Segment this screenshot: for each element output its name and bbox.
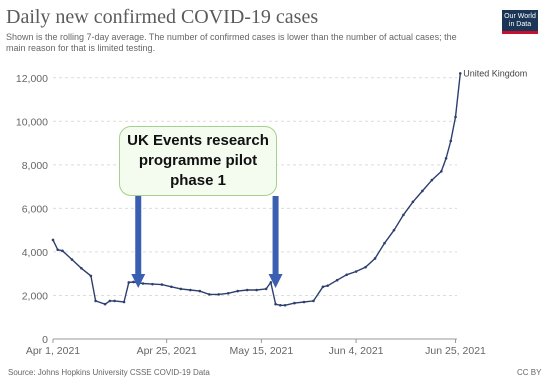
data-point xyxy=(151,282,154,286)
data-point xyxy=(61,249,64,253)
data-point xyxy=(326,284,329,287)
data-point xyxy=(80,266,83,270)
data-point xyxy=(279,303,282,307)
data-point xyxy=(141,282,145,285)
data-point xyxy=(108,299,112,303)
series-label: United Kingdom xyxy=(463,68,527,78)
data-point xyxy=(127,281,131,284)
x-tick-label: Apr 25, 2021 xyxy=(137,345,197,357)
data-point xyxy=(103,302,107,306)
x-tick-label: Apr 1, 2021 xyxy=(26,345,80,357)
data-point xyxy=(113,299,116,303)
data-point xyxy=(160,283,164,286)
data-point xyxy=(236,289,239,293)
data-point xyxy=(274,302,277,306)
data-point xyxy=(411,200,415,204)
data-point xyxy=(364,265,367,269)
data-point xyxy=(264,287,268,291)
y-tick-label: 4,000 xyxy=(22,247,48,259)
x-axis-ticks: Apr 1, 2021 Apr 25, 2021 May 15, 2021 Jun 4… xyxy=(26,339,486,357)
data-point xyxy=(255,288,258,292)
data-point xyxy=(245,288,249,292)
y-tick-label: 12,000 xyxy=(16,73,48,85)
data-point xyxy=(354,270,358,273)
data-point xyxy=(170,285,173,289)
annotation-arrow-shaft xyxy=(272,196,279,274)
y-tick-label: 0 xyxy=(42,334,48,346)
data-point xyxy=(421,189,424,193)
annotation-arrow-shaft xyxy=(135,196,142,274)
chart-subtitle: Shown is the rolling 7-day average. The … xyxy=(6,32,457,53)
data-point xyxy=(449,139,453,143)
data-point xyxy=(89,274,93,278)
data-point xyxy=(56,248,60,252)
data-point xyxy=(383,241,386,245)
data-point xyxy=(458,72,462,75)
data-point xyxy=(302,300,306,304)
data-point xyxy=(189,288,192,292)
data-point xyxy=(70,258,74,261)
data-point xyxy=(373,257,377,260)
data-point xyxy=(335,278,339,282)
data-point xyxy=(179,287,183,291)
y-axis-ticks: 0 2,000 4,000 6,000 8,000 10,000 12,000 xyxy=(16,73,48,346)
annotation-text: UK Events research programme pilot phase… xyxy=(127,132,269,189)
annotation-arrow-head xyxy=(268,274,283,288)
data-point xyxy=(454,115,457,119)
data-point xyxy=(217,293,221,296)
data-point xyxy=(269,281,273,284)
annotation-arrows xyxy=(131,196,283,288)
x-tick-label: Jun 4, 2021 xyxy=(329,345,384,357)
data-point xyxy=(94,299,97,303)
y-tick-label: 10,000 xyxy=(16,116,48,128)
owid-logo[interactable]: Our World in Data xyxy=(502,10,538,34)
source-note[interactable]: Source: Johns Hopkins University CSSE CO… xyxy=(8,368,210,377)
x-tick-label: Jun 25, 2021 xyxy=(425,345,486,357)
data-point xyxy=(321,285,325,289)
y-tick-label: 8,000 xyxy=(22,160,48,172)
data-point xyxy=(444,157,448,160)
y-tick-label: 2,000 xyxy=(22,290,48,302)
data-point xyxy=(132,280,135,284)
data-point xyxy=(283,303,287,307)
data-point xyxy=(51,238,55,242)
data-point xyxy=(122,300,126,304)
x-tick-label: May 15, 2021 xyxy=(230,345,294,357)
data-point xyxy=(345,273,348,277)
data-point xyxy=(198,289,202,293)
grid-lines xyxy=(53,77,457,340)
data-point xyxy=(226,291,230,295)
data-point xyxy=(392,228,396,232)
y-tick-label: 6,000 xyxy=(22,203,48,215)
data-point xyxy=(207,293,211,296)
license-note[interactable]: CC BY xyxy=(517,368,542,377)
data-point xyxy=(430,178,434,182)
data-point xyxy=(402,213,405,217)
data-point xyxy=(440,170,443,173)
annotation-arrow-head xyxy=(131,274,146,288)
data-point xyxy=(312,299,315,303)
series-layer: United Kingdom xyxy=(51,68,527,307)
annotation-callout: UK Events research programme pilot phase… xyxy=(119,126,277,196)
data-point xyxy=(293,301,296,305)
chart-title: Daily new confirmed COVID-19 cases xyxy=(6,6,319,28)
